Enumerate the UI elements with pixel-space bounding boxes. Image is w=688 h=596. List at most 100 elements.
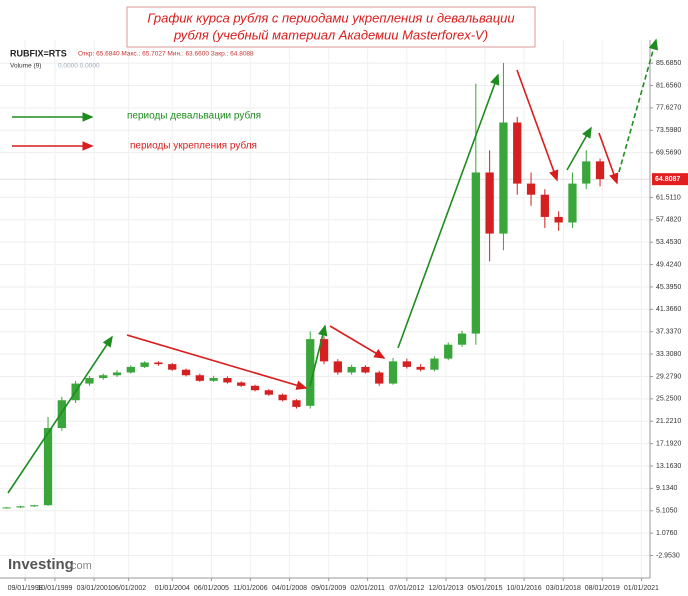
y-tick-label: 69.5690	[656, 150, 681, 157]
y-tick-label: 13.1630	[656, 463, 681, 470]
arrow	[516, 69, 559, 182]
candle-body	[237, 382, 246, 386]
grid	[0, 40, 650, 578]
y-tick-label: 49.4240	[656, 261, 681, 268]
candle-body	[361, 366, 370, 373]
candle-body	[209, 378, 218, 381]
candle-body	[416, 366, 425, 370]
candle-body	[526, 183, 536, 195]
x-tick-label: 10/01/2016	[507, 585, 542, 592]
y-tick-label: 41.3660	[656, 306, 681, 313]
candle-body	[278, 394, 287, 401]
candle-body	[57, 400, 66, 429]
candle-body	[333, 361, 342, 373]
x-tick-label: 12/01/2013	[429, 585, 464, 592]
candle-body	[375, 372, 384, 384]
y-tick-label: 77.6270	[656, 105, 681, 112]
y-tick-label: 25.2500	[656, 396, 681, 403]
candle-body	[292, 400, 301, 407]
arrow	[7, 335, 113, 494]
candle-body	[471, 172, 480, 334]
x-tick-label: 11/01/2006	[233, 585, 268, 592]
candle-body	[457, 333, 467, 345]
candle-body	[402, 361, 411, 367]
arrow	[329, 325, 386, 359]
volume-values: 0.0000 0.0000	[58, 63, 100, 70]
candle-body	[485, 172, 494, 234]
candle-body	[16, 506, 25, 508]
y-tick-label: 29.2790	[656, 373, 681, 380]
x-tick-label: 08/01/2019	[585, 585, 620, 592]
candle-body	[99, 375, 108, 379]
legend-text: периоды девальвации рубля	[127, 110, 261, 122]
arrow	[309, 324, 328, 387]
x-tick-label: 03/01/2001	[77, 585, 112, 592]
x-tick-label: 04/01/2008	[272, 585, 307, 592]
arrow	[397, 73, 500, 349]
y-tick-label: 61.5110	[656, 194, 681, 201]
candle-body	[568, 183, 577, 223]
candle-body	[30, 505, 39, 507]
candle-body	[306, 339, 315, 406]
arrow	[618, 38, 659, 173]
candle-body	[554, 216, 563, 223]
chart-title: рубля (учебный материал Академии Masterf…	[173, 27, 488, 42]
candle-body	[112, 372, 122, 376]
candle-body	[181, 369, 191, 376]
candle-body	[444, 344, 453, 359]
annotations	[7, 38, 659, 494]
candle-body	[513, 122, 522, 184]
candle-body	[582, 161, 591, 184]
x-tick-label: 01/01/2004	[155, 585, 190, 592]
y-tick-label: -2.9530	[656, 552, 680, 559]
candle-body	[264, 390, 273, 395]
x-tick-label: 06/01/2002	[111, 585, 146, 592]
y-tick-label: 17.1920	[656, 440, 681, 447]
y-tick-label: 21.2210	[656, 418, 681, 425]
y-tick-label: 45.3950	[656, 284, 681, 291]
volume-text: Volume (9)	[10, 63, 41, 70]
arrow	[566, 126, 592, 171]
y-tick-label: 85.6850	[656, 60, 681, 67]
plot	[2, 63, 605, 509]
legend-text: периоды укрепления рубля	[130, 140, 257, 152]
brand: Investing	[8, 556, 74, 573]
y-tick-label: 81.6560	[656, 82, 681, 89]
y-tick-label: 37.3370	[656, 329, 681, 336]
x-tick-label: 03/01/2018	[546, 585, 581, 592]
arrow	[598, 132, 619, 185]
last-price-box	[652, 173, 688, 186]
x-tick-label: 01/01/2021	[624, 585, 659, 592]
candle-body	[154, 362, 163, 365]
symbol: RUBFIX=RTS	[10, 48, 67, 58]
candle-body	[85, 378, 94, 384]
candle-body	[499, 122, 508, 234]
y-tick-label: 1.0760	[656, 530, 678, 537]
brand-suffix: .com	[68, 560, 92, 572]
arrow	[126, 334, 308, 390]
x-tick-label: 09/01/1998	[8, 585, 43, 592]
y-tick-label: 57.4820	[656, 217, 681, 224]
y-tick-label: 73.5980	[656, 127, 681, 134]
x-tick-label: 07/01/2012	[389, 585, 424, 592]
y-tick-label: 53.4530	[656, 239, 681, 246]
candle-body	[2, 507, 11, 509]
ohlc-text: Откр: 65.6840 Макс.: 65.7027 Мин.: 63.66…	[78, 51, 254, 58]
candle-body	[195, 375, 204, 381]
candle-body	[223, 378, 232, 383]
candle-body	[319, 339, 329, 362]
candle-body	[250, 385, 260, 391]
candle-body	[388, 361, 398, 384]
candle-body	[540, 194, 549, 217]
x-tick-label: 06/01/2005	[194, 585, 229, 592]
title-box	[126, 6, 536, 48]
chart-title: График курса рубля с периодами укреплени…	[147, 10, 514, 25]
x-tick-label: 09/01/2009	[311, 585, 346, 592]
last-price-label: 64.8087	[655, 176, 680, 183]
candle-body	[126, 366, 135, 373]
x-tick-label: 10/01/1999	[37, 585, 72, 592]
x-tick-label: 05/01/2015	[467, 585, 502, 592]
candle-body	[347, 366, 356, 373]
candle-body	[140, 362, 149, 367]
